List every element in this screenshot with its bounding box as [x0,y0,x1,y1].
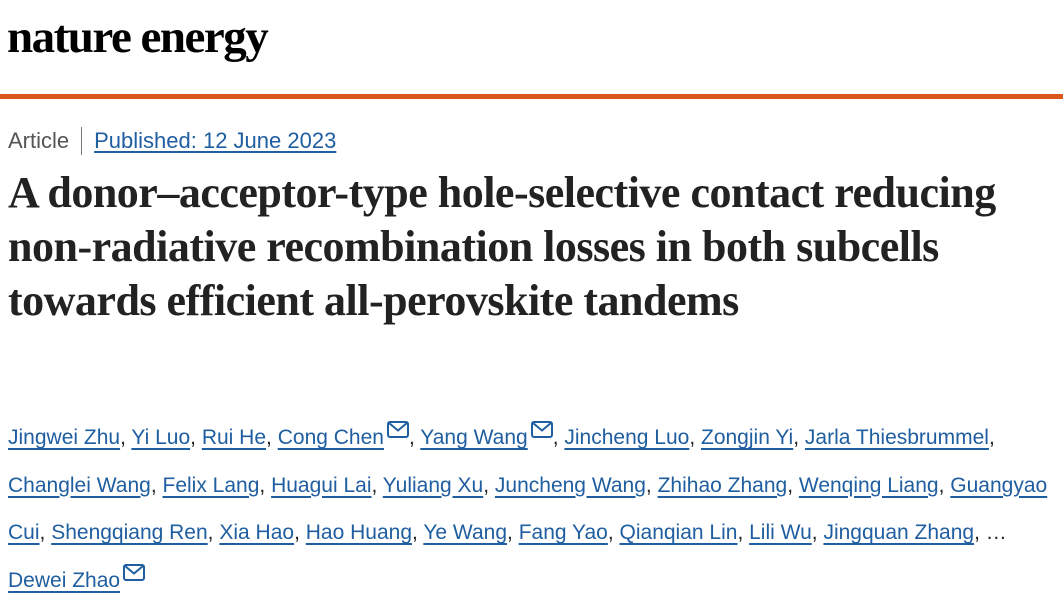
separator: , [811,521,818,544]
author-link[interactable]: Felix Lang [162,473,260,497]
author-link[interactable]: Guangyao Cui [8,473,1048,545]
author-link[interactable]: Jingquan Zhang [823,521,975,544]
author-link[interactable]: Zongjin Yi [701,426,794,449]
separator: , [938,473,945,497]
separator: , [408,426,415,449]
separator: , [39,521,46,544]
separator: , [190,426,196,449]
author-link[interactable]: Ye Wang [423,521,507,544]
separator: , [266,426,272,449]
article-meta: Article Published: 12 June 2023 [8,127,336,155]
author-link[interactable]: Yi Luo [131,426,191,449]
author-link[interactable]: Juncheng Wang [494,473,646,497]
logo[interactable]: nature energy [7,11,269,63]
author-link[interactable]: Rui He [201,426,267,449]
article-type: Article [8,127,83,155]
separator: , [552,426,559,449]
author-link[interactable]: Zhihao Zhang [657,473,788,497]
separator: , [150,473,157,497]
author-link[interactable]: Shengqiang Ren [51,521,208,544]
separator: , [120,426,126,449]
separator: , [737,521,744,544]
email-icon[interactable] [123,563,146,581]
author-link[interactable]: Cong Chen [277,426,384,449]
author-link[interactable]: Dewei Zhao [8,568,121,592]
separator: , [483,473,490,497]
author-link[interactable]: Xia Hao [219,521,295,544]
separator: , [645,473,652,497]
email-icon[interactable] [386,421,409,438]
separator: , [412,521,418,544]
separator: , [974,521,980,544]
author-link[interactable]: Jingwei Zhu [8,426,121,449]
separator: , [607,521,614,544]
author-link[interactable]: Wenqing Liang [798,473,939,497]
separator: , [689,426,696,449]
author-link[interactable]: Jarla Thiesbrummel [804,426,989,449]
author-link[interactable]: Huagui Lai [271,473,372,497]
author-list: Jingwei Zhu, Yi Luo, Rui He, Cong Chen, … [8,414,1058,604]
author-link[interactable]: Fang Yao [518,521,608,544]
published-date[interactable]: Published: 12 June 2023 [94,128,337,153]
separator: , [371,473,378,497]
header-rule [0,94,1063,99]
separator: , [207,521,214,544]
author-link[interactable]: Yang Wang [420,426,528,449]
separator: , [793,426,800,449]
author-link[interactable]: Lili Wu [749,521,812,544]
separator: , [507,521,513,544]
email-icon[interactable] [530,421,553,438]
separator: , [988,426,995,449]
author-link[interactable]: Qianqian Lin [619,521,738,544]
article-title: A donor–acceptor-type hole-selective con… [8,168,996,325]
author-link[interactable]: Yuliang Xu [382,473,484,497]
ellipsis: … [985,521,1007,544]
separator: , [259,473,266,497]
author-link[interactable]: Changlei Wang [8,473,151,497]
author-link[interactable]: Jincheng Luo [564,426,690,449]
author-link[interactable]: Hao Huang [305,521,413,544]
separator: , [787,473,794,497]
separator: , [294,521,300,544]
